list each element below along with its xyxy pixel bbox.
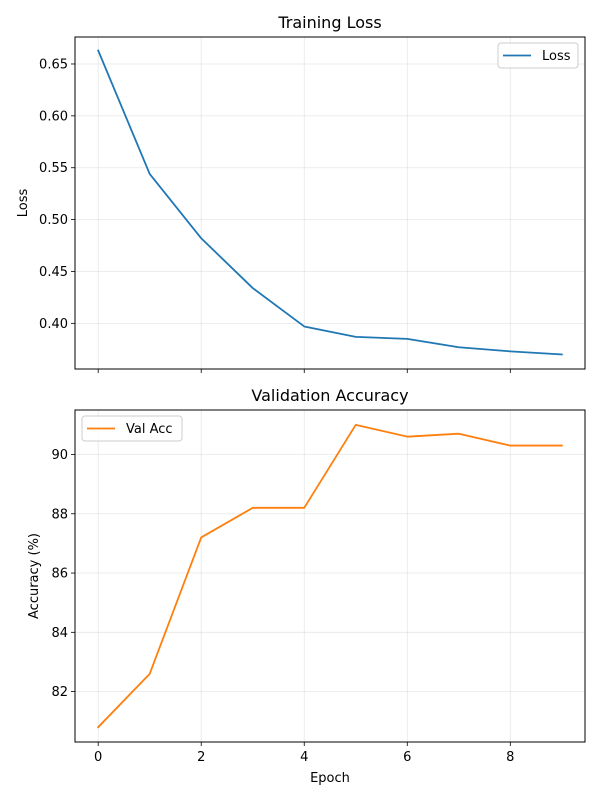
y-tick-label: 90 <box>51 448 68 463</box>
legend: Loss <box>497 42 579 69</box>
x-tick-label: 8 <box>506 750 514 765</box>
legend-box <box>81 415 183 442</box>
x-tick-label: 0 <box>94 750 102 765</box>
y-tick-label: 0.40 <box>39 317 68 332</box>
y-tick-label: 0.65 <box>39 57 68 72</box>
x-axis-label: Epoch <box>310 771 350 786</box>
y-tick-label: 0.60 <box>39 109 68 124</box>
y-axis-label: Accuracy (%) <box>27 533 42 619</box>
axes-frame <box>74 36 586 370</box>
x-tick-label: 6 <box>403 750 411 765</box>
y-tick-label: 0.55 <box>39 161 68 176</box>
legend-label: Loss <box>542 49 571 64</box>
chart-2: 0 2 4 6 8 82 84 86 88 90 Validation Accuracy Accura… <box>27 386 586 786</box>
axes-frame <box>74 409 586 743</box>
y-tick-label: 84 <box>51 626 68 641</box>
y-tick-label: 0.45 <box>39 265 68 280</box>
chart-title: Validation Accuracy <box>251 386 408 405</box>
legend: Val Acc <box>81 415 183 442</box>
legend-box <box>497 42 579 69</box>
chart-1: 0.40 0.45 0.50 0.55 0.60 0.65 Training Loss Los… <box>16 13 586 373</box>
chart-title: Training Loss <box>277 13 381 32</box>
legend-label: Val Acc <box>126 422 173 437</box>
y-tick-label: 0.50 <box>39 213 68 228</box>
plots: 0.40 0.45 0.50 0.55 0.60 0.65 Training Loss Los… <box>16 13 586 786</box>
y-tick-label: 82 <box>51 685 68 700</box>
y-tick-label: 88 <box>51 507 68 522</box>
series-line-val-acc <box>96 423 563 729</box>
x-tick-label: 4 <box>300 750 308 765</box>
x-tick-label: 2 <box>197 750 205 765</box>
y-tick-label: 86 <box>51 567 68 582</box>
series-line-loss <box>97 49 563 356</box>
y-axis-label: Loss <box>16 189 31 218</box>
